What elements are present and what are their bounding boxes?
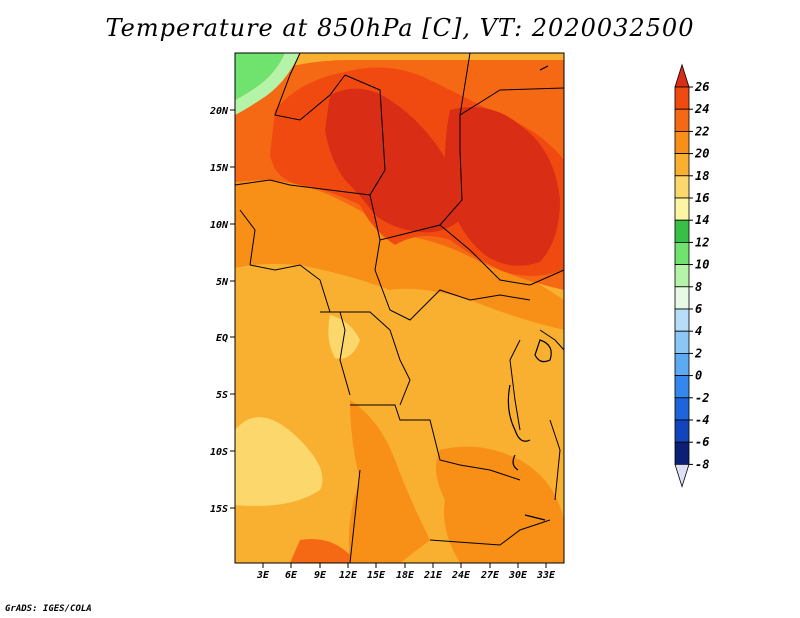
lat-label-eq: EQ bbox=[216, 333, 228, 344]
lon-label-9e: 9E bbox=[314, 570, 327, 581]
lon-label-3e: 3E bbox=[256, 570, 270, 581]
colorbar-swatch bbox=[674, 153, 690, 177]
colorbar-swatch bbox=[674, 197, 690, 221]
colorbar-label: -4 bbox=[695, 413, 709, 427]
colorbar-swatch bbox=[674, 419, 690, 443]
colorbar-swatch bbox=[674, 86, 690, 110]
colorbar-swatch bbox=[674, 219, 690, 243]
country-borders bbox=[234, 52, 565, 564]
temperature-field-14-16 bbox=[235, 53, 300, 115]
colorbar-label: -2 bbox=[695, 391, 709, 405]
colorbar-swatch bbox=[674, 397, 690, 421]
lon-label-21e: 21E bbox=[423, 570, 443, 581]
colorbar-label: 18 bbox=[695, 169, 709, 183]
colorbar-swatch bbox=[674, 352, 690, 376]
colorbar-swatch bbox=[674, 130, 690, 154]
colorbar-swatch bbox=[674, 375, 690, 399]
colorbar-swatch bbox=[674, 441, 690, 465]
colorbar-label: 20 bbox=[694, 147, 709, 161]
colorbar-swatch bbox=[674, 308, 690, 332]
chart-title: Temperature at 850hPa [C], VT: 202003250… bbox=[105, 14, 695, 42]
lon-label-15e: 15E bbox=[367, 570, 386, 581]
lat-label-15s: 15S bbox=[210, 504, 228, 515]
lon-label-27e: 27E bbox=[480, 570, 500, 581]
colorbar-label: 10 bbox=[695, 258, 709, 272]
colorbar-label: 22 bbox=[694, 124, 709, 138]
lat-label-10n: 10N bbox=[210, 220, 229, 231]
temperature-field-20-22 bbox=[235, 174, 564, 330]
colorbar-label: 8 bbox=[695, 280, 702, 294]
colorbar-label: 4 bbox=[695, 324, 702, 338]
grads-credit: GrADS: IGES/COLA bbox=[5, 604, 92, 614]
lon-label-12e: 12E bbox=[339, 570, 358, 581]
temperature-field-10-12 bbox=[235, 53, 285, 100]
colorbar-arrow-bottom bbox=[674, 463, 690, 488]
temperature-field-over-26 bbox=[325, 88, 470, 233]
lakes bbox=[507, 65, 552, 521]
colorbar-label: 26 bbox=[694, 80, 709, 94]
lon-label-33e: 33E bbox=[536, 570, 556, 581]
colorbar-label: 12 bbox=[695, 235, 709, 249]
colorbar-label: -6 bbox=[695, 435, 709, 449]
colorbar-swatch bbox=[674, 330, 690, 354]
lat-label-5n: 5N bbox=[216, 277, 229, 288]
temperature-field-20-22c bbox=[436, 446, 564, 563]
temperature-field-22-24c bbox=[290, 539, 350, 563]
temperature-field-16-18 bbox=[235, 417, 323, 506]
colorbar-swatch bbox=[674, 108, 690, 132]
temperature-field-20-22b bbox=[348, 400, 430, 563]
colorbar-label: 16 bbox=[695, 191, 709, 205]
colorbar-swatch bbox=[674, 175, 690, 199]
lon-label-30e: 30E bbox=[508, 570, 528, 581]
colorbar-label: 0 bbox=[695, 369, 702, 383]
map-panel bbox=[234, 52, 565, 564]
lon-label-18e: 18E bbox=[396, 570, 415, 581]
colorbar-label: 14 bbox=[695, 213, 709, 227]
lat-label-5s: 5S bbox=[216, 390, 228, 401]
lat-label-10s: 10S bbox=[210, 447, 228, 458]
colorbar-swatch bbox=[674, 241, 690, 265]
map-frame bbox=[234, 52, 565, 564]
temperature-field-over-26b bbox=[445, 107, 560, 266]
colorbar-arrow-top bbox=[674, 63, 690, 88]
colorbar-label: 2 bbox=[694, 346, 702, 360]
colorbar-label: -8 bbox=[695, 457, 709, 471]
lon-label-6e: 6E bbox=[285, 570, 298, 581]
colorbar-swatch bbox=[674, 286, 690, 310]
longitude-axis: 3E 6E 9E 12E 15E 18E 21E 24E 27E 30E 33E bbox=[256, 563, 556, 581]
lat-label-20n: 20N bbox=[209, 106, 229, 117]
colorbar-swatch bbox=[674, 264, 690, 288]
latitude-axis: 20N 15N 10N 5N EQ 5S 10S 15S bbox=[209, 106, 235, 515]
colorbar-label: 24 bbox=[694, 102, 709, 116]
lon-label-24e: 24E bbox=[451, 570, 471, 581]
colorbar-label: 6 bbox=[695, 302, 702, 316]
lat-label-15n: 15N bbox=[210, 163, 229, 174]
